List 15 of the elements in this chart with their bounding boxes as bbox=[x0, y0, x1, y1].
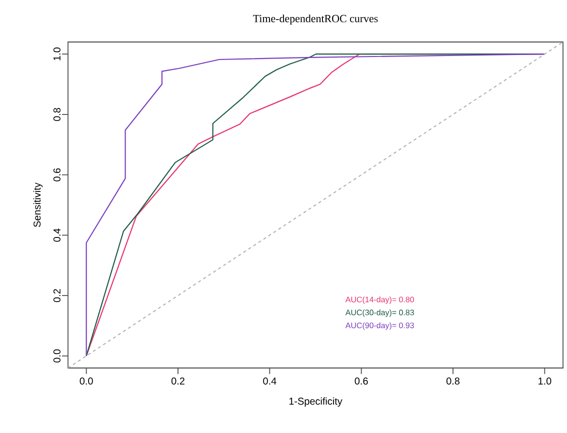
y-tick-label: 0.2 bbox=[53, 289, 60, 302]
y-tick-label: 0.6 bbox=[53, 168, 60, 182]
y-tick-label: 0.4 bbox=[53, 228, 60, 242]
y-tick-label: 0.8 bbox=[53, 108, 60, 121]
y-tick-label: 0.0 bbox=[53, 349, 60, 362]
x-axis-title: 1-Specificity bbox=[289, 397, 342, 407]
x-tick-label: 0.0 bbox=[80, 378, 93, 385]
x-tick-label: 1.0 bbox=[538, 378, 552, 385]
chart-title: Time-dependentROC curves bbox=[253, 14, 378, 24]
y-axis-title: Sensitivity bbox=[33, 182, 43, 227]
x-tick-label: 0.2 bbox=[171, 378, 184, 385]
x-tick-label: 0.4 bbox=[263, 378, 276, 385]
y-tick-label: 1.0 bbox=[53, 48, 60, 60]
x-tick-label: 0.6 bbox=[354, 378, 368, 385]
x-tick-label: 0.8 bbox=[446, 378, 460, 385]
